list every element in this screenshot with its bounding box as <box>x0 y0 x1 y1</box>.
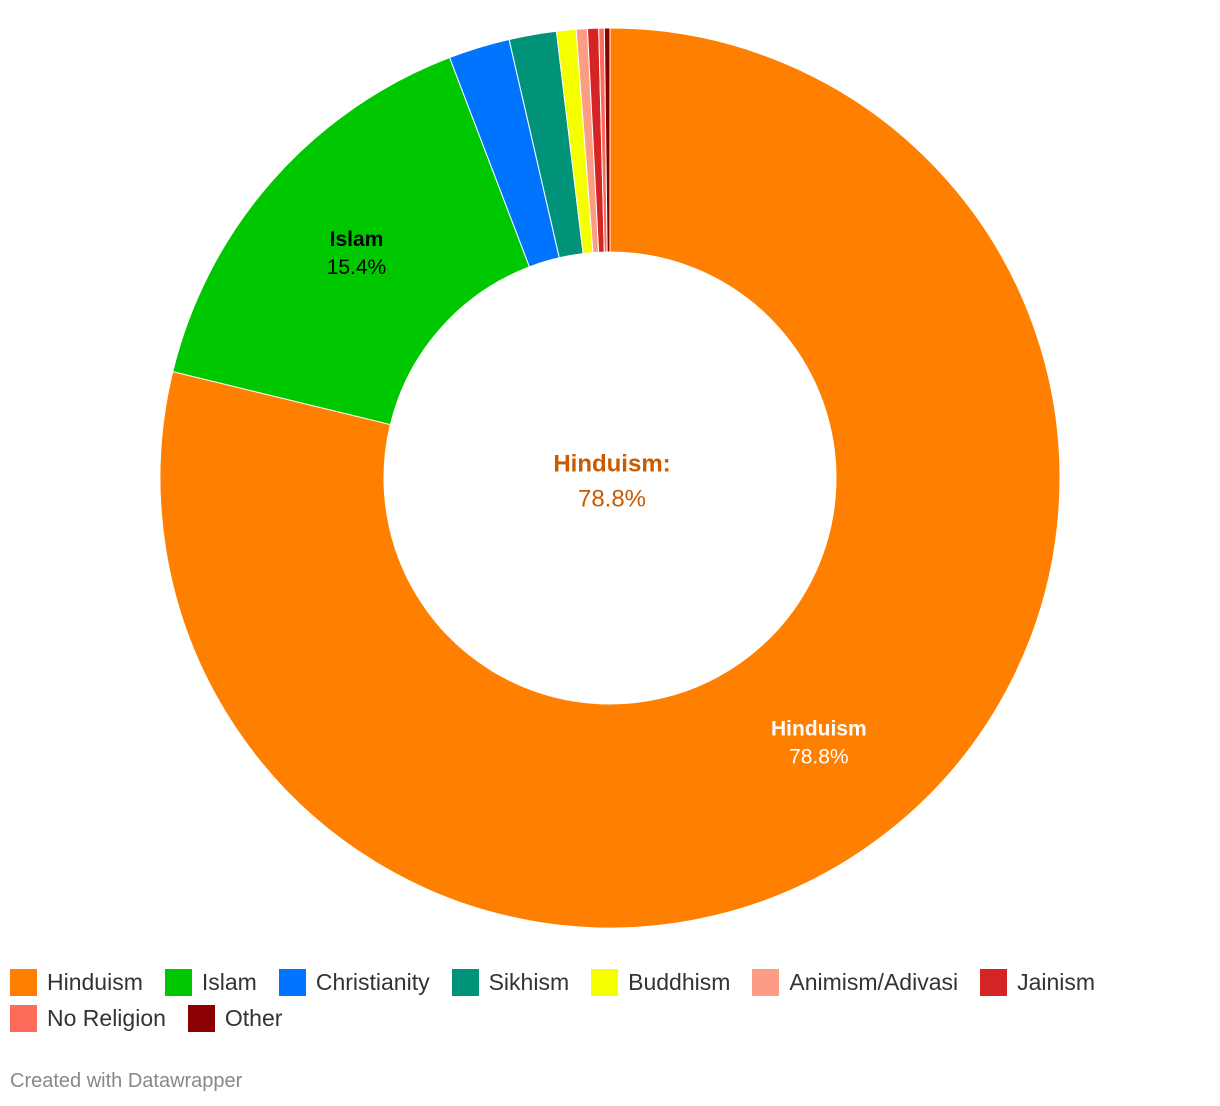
legend-label: Sikhism <box>488 968 570 995</box>
legend-swatch <box>980 968 1008 996</box>
legend-item: Jainism <box>980 968 1095 996</box>
legend-label: Islam <box>201 968 257 995</box>
legend-label: Hinduism <box>47 968 143 995</box>
legend-swatch <box>752 968 780 996</box>
legend-swatch <box>10 1004 37 1032</box>
slice <box>159 27 1061 929</box>
legend: Hinduism Islam Christianity Sikhism Buddhism… <box>10 968 1210 1032</box>
legend-swatch <box>187 1004 215 1032</box>
footer: Created with Datawrapper <box>10 1070 243 1092</box>
legend-item: No Religion <box>10 1004 166 1032</box>
legend-item: Buddhism <box>591 968 730 996</box>
legend-item: Hinduism <box>10 968 143 996</box>
legend-swatch <box>591 968 619 996</box>
legend-label: Jainism <box>1017 968 1096 995</box>
legend-item: Animism/Adivasi <box>752 968 958 996</box>
legend-label: Buddhism <box>628 968 731 995</box>
slice-label: Islam <box>330 228 384 251</box>
slice <box>172 56 531 426</box>
slice-value: 78.8% <box>789 745 849 768</box>
slice-label: Hinduism <box>771 717 867 740</box>
legend-label: Christianity <box>315 968 430 995</box>
slice <box>603 27 611 253</box>
legend-item: Other <box>187 1004 283 1032</box>
legend-label: Other <box>224 1004 283 1031</box>
legend-item: Sikhism <box>451 968 570 996</box>
chart: Hinduism: 78.8% Hinduism 78.8% Islam 15.4% <box>159 27 1061 929</box>
legend-swatch <box>278 968 306 996</box>
legend-swatch <box>164 968 192 996</box>
slice-value: 15.4% <box>327 256 387 279</box>
legend-swatch <box>451 968 479 996</box>
center-value: 78.8% <box>578 485 646 512</box>
legend-label: No Religion <box>47 1004 166 1031</box>
center-label: Hinduism: <box>553 450 670 477</box>
legend-item: Islam <box>164 968 257 996</box>
legend-label: Animism/Adivasi <box>789 968 959 995</box>
legend-swatch <box>10 968 37 996</box>
legend-item: Christianity <box>278 968 430 996</box>
